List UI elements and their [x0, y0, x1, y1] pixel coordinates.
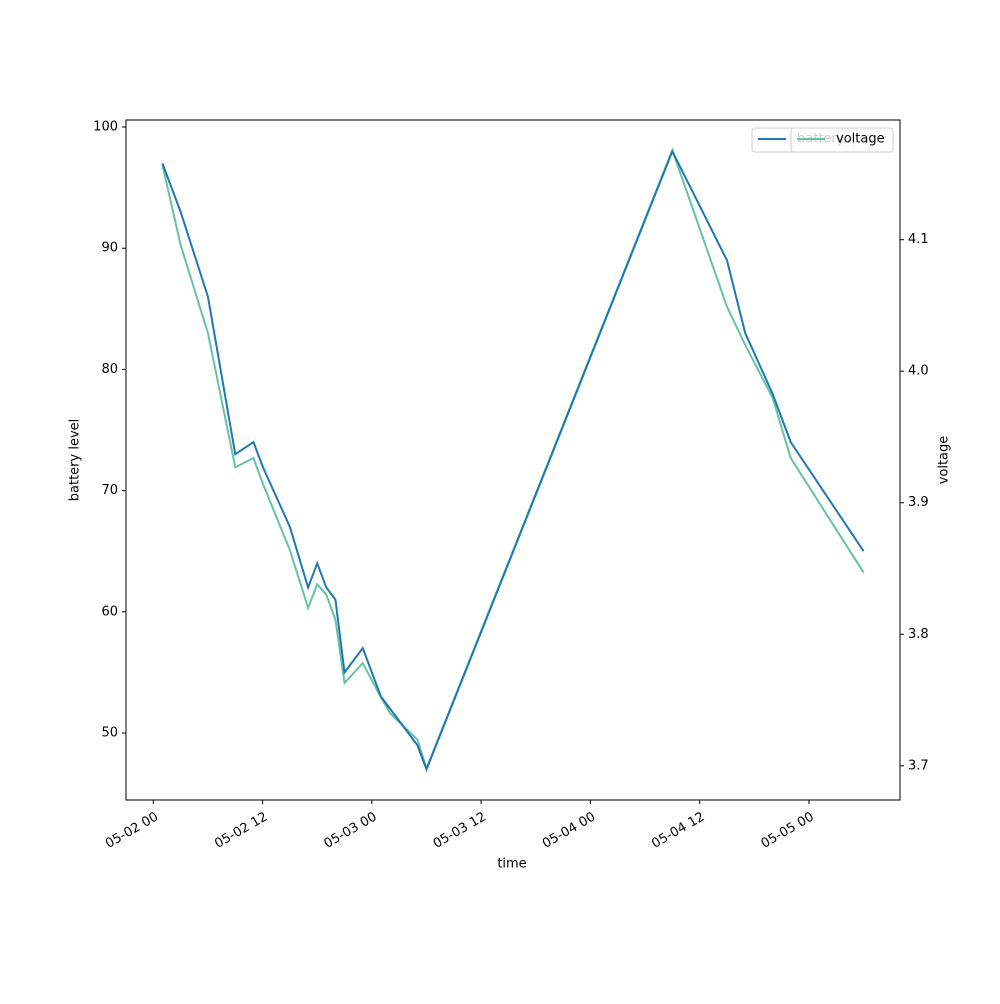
y2-tick-label: 3.8 [908, 627, 929, 642]
series-line [161, 148, 865, 773]
x-axis-label: time [497, 857, 526, 872]
legend-box [790, 127, 894, 153]
x-tick-label: 05-02 00 [103, 810, 161, 852]
x-tick-label: 05-02 12 [212, 810, 270, 852]
x-tick-label: 05-04 12 [649, 810, 707, 852]
y-tick-label: 70 [101, 483, 118, 498]
y2-axis-label: voltage [937, 436, 952, 485]
legend-label: voltage [836, 132, 885, 147]
y-tick-label: 100 [93, 120, 118, 135]
x-tick-label: 05-04 00 [540, 810, 598, 852]
x-tick-label: 05-05 00 [759, 810, 817, 852]
y2-tick-label: 3.7 [908, 758, 929, 773]
y-tick-label: 90 [101, 241, 118, 256]
y-axis-label: battery level [68, 419, 83, 502]
x-tick-label: 05-03 00 [321, 810, 379, 852]
y2-tick-label: 3.9 [908, 495, 929, 510]
y-tick-label: 80 [101, 362, 118, 377]
y2-tick-label: 4.1 [908, 232, 929, 247]
y-tick-label: 60 [101, 604, 118, 619]
plot-frame [125, 119, 901, 801]
y2-tick-label: 4.0 [908, 364, 929, 379]
y-tick-label: 50 [101, 725, 118, 740]
x-tick-label: 05-03 12 [431, 810, 489, 852]
series-line [161, 147, 865, 772]
